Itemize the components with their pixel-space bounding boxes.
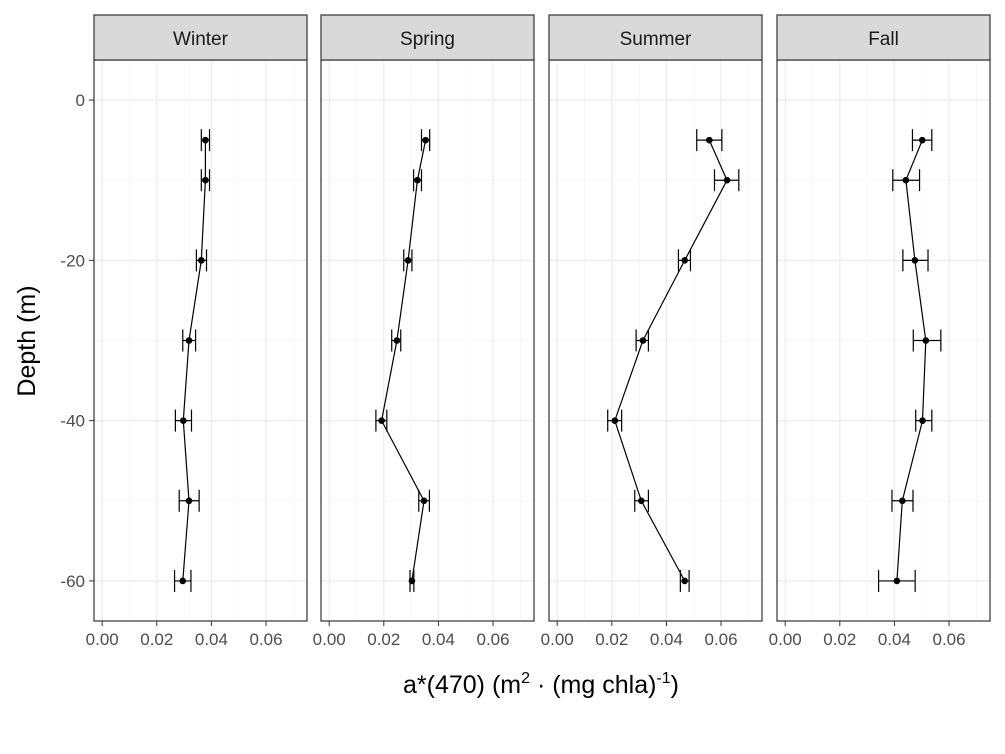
x-tick-label: 0.00 (769, 630, 802, 649)
x-axis-title-end: ) (671, 671, 679, 699)
y-tick-label: -20 (60, 251, 85, 270)
strip-label-winter: Winter (173, 29, 229, 50)
x-tick-label: 0.02 (140, 630, 173, 649)
x-tick-label: 0.06 (249, 630, 282, 649)
panel-frames: Winter Spring Summer Fall (93, 14, 991, 622)
data-point-fall (902, 176, 910, 184)
series-line-spring (380, 139, 427, 581)
data-point-fall (918, 136, 926, 144)
data-point-winter (202, 176, 209, 184)
strip-label-summer: Summer (620, 29, 692, 50)
data-point-fall (911, 257, 919, 264)
x-axis-title-mid: · (mg chla) (530, 671, 656, 699)
x-tick-label: 0.00 (313, 630, 346, 649)
data-point-fall (919, 417, 926, 424)
data-point-winter (198, 257, 205, 264)
data-point-summer (723, 176, 731, 184)
data-point-winter (185, 337, 193, 344)
data-point-fall (922, 337, 930, 344)
series-line-winter (182, 140, 206, 581)
x-tick-label: 0.04 (650, 630, 683, 649)
x-tick-label: 0.06 (476, 630, 509, 649)
strip-fall (776, 14, 991, 61)
data-point-spring (404, 257, 412, 264)
data-point-spring (378, 417, 385, 424)
x-tick-label: 0.02 (823, 630, 856, 649)
data-point-winter (179, 417, 187, 424)
y-axis-title: Depth (m) (13, 285, 41, 396)
data-point-spring (393, 337, 401, 344)
data-point-winter (185, 497, 193, 505)
x-axis-title-sup-2: -1 (656, 670, 670, 687)
x-axis-title-sup-1: 2 (521, 670, 530, 687)
strip-spring (320, 14, 535, 61)
data-layer (173, 129, 942, 592)
x-tick-label: 0.02 (595, 630, 628, 649)
grid-layer (94, 60, 990, 621)
y-tick-label: -40 (60, 412, 85, 431)
y-tick-label: 0 (76, 91, 85, 110)
y-tick-label: -60 (60, 572, 85, 591)
data-point-summer (681, 577, 689, 585)
data-point-winter (179, 577, 187, 585)
x-axes: 0.00 0.02 0.04 0.06 0.00 0.02 0.04 0.06 0.00 0.02… (86, 621, 966, 649)
x-axis-title-base: a*(470) (m (403, 671, 521, 699)
data-point-fall (893, 577, 901, 585)
data-point-spring (422, 136, 429, 144)
strip-winter (93, 14, 308, 61)
strip-summer (548, 14, 763, 61)
data-point-spring (414, 176, 421, 184)
strip-label-spring: Spring (400, 29, 455, 50)
strip-label-fall: Fall (868, 29, 899, 50)
data-point-fall (899, 497, 906, 505)
series-line-summer (614, 139, 728, 582)
data-point-winter (202, 136, 209, 144)
x-tick-label: 0.00 (541, 630, 574, 649)
x-tick-label: 0.04 (195, 630, 228, 649)
x-tick-label: 0.00 (86, 630, 119, 649)
x-tick-label: 0.04 (422, 630, 455, 649)
x-axis-title: a*(470) (m2 · (mg chla)-1) (403, 670, 679, 699)
x-tick-label: 0.02 (367, 630, 400, 649)
x-tick-label: 0.04 (878, 630, 911, 649)
data-point-summer (705, 136, 713, 144)
x-tick-label: 0.06 (932, 630, 965, 649)
x-tick-label: 0.06 (704, 630, 737, 649)
data-point-summer (611, 417, 619, 424)
data-point-summer (639, 337, 647, 344)
data-point-spring (420, 497, 428, 505)
data-point-spring (408, 577, 416, 585)
data-point-summer (638, 497, 645, 505)
y-axis: 0 -20 -40 -60 (60, 91, 94, 591)
data-point-summer (681, 257, 689, 264)
